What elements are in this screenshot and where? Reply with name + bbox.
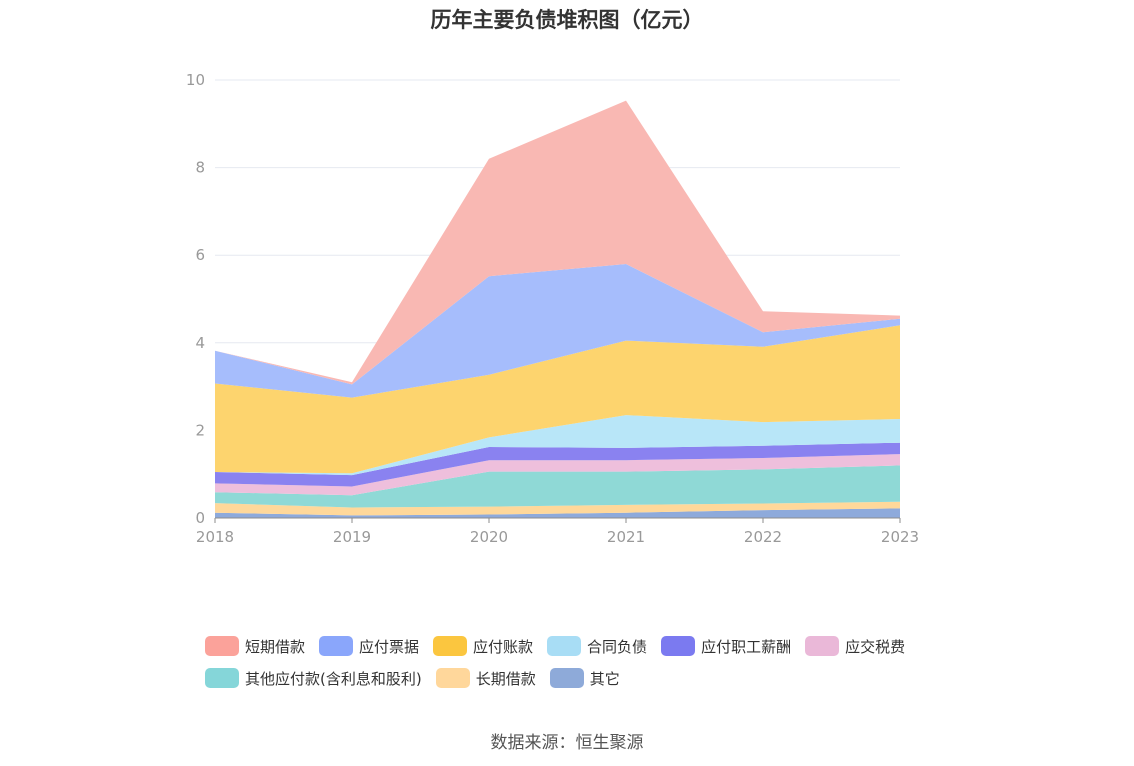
legend-item[interactable]: 长期借款 [435,662,536,694]
area-series-其他应付款(含利息和股利)[interactable] [215,465,900,508]
legend-item[interactable]: 合同负债 [547,630,647,662]
legend-label: 应付职工薪酬 [701,637,792,656]
x-tick-label: 2020 [470,528,508,546]
legend-item[interactable]: 短期借款 [205,630,305,662]
legend-label: 其他应付款(含利息和股利) [245,669,422,688]
area-series-应付账款[interactable] [215,325,900,474]
legend-swatch [433,636,468,656]
legend-item[interactable]: 其他应付款(含利息和股利) [205,662,422,694]
legend-swatch [205,668,239,688]
area-series-长期借款[interactable] [215,501,900,516]
area-series-应付票据[interactable] [215,264,900,398]
area-series-应交税费[interactable] [215,454,900,496]
source-note: 数据来源：恒生聚源 [490,733,644,753]
y-tick-label: 0 [195,509,205,527]
legend-item[interactable]: 其它 [549,662,620,694]
legend-swatch [549,668,584,688]
legend-item[interactable]: 应交税费 [805,630,905,662]
legend-row: 短期借款 应付票据 应付账款 合同负债 应付职工薪酬 应交税费 [205,630,965,662]
legend-swatch [547,636,582,656]
legend-label: 短期借款 [245,637,306,656]
legend-item[interactable]: 应付职工薪酬 [661,630,791,662]
area-series-短期借款[interactable] [215,100,900,385]
x-tick-label: 2023 [881,528,919,546]
x-tick-label: 2018 [196,528,234,546]
legend-item[interactable]: 应付账款 [433,630,533,662]
legend-label: 应付票据 [359,637,420,656]
legend-swatch [435,668,470,688]
legend-label: 应交税费 [845,637,906,656]
legend-item[interactable]: 应付票据 [319,630,419,662]
legend-swatch [205,636,239,656]
legend-label: 合同负债 [587,637,648,656]
y-tick-label: 8 [195,159,205,177]
y-tick-label: 10 [186,71,205,89]
axes: 0 2 4 6 8 10 2018 2019 2020 2021 2022 2023 [186,71,919,546]
legend-label: 长期借款 [475,669,536,688]
chart-title: 历年主要负债堆积图（亿元） [430,8,704,32]
legend-row: 其他应付款(含利息和股利) 长期借款 其它 [205,662,965,694]
legend-label: 其它 [589,669,620,688]
legend-swatch [805,636,840,656]
area-series-group [215,100,900,518]
area-series-其它[interactable] [215,508,900,518]
y-tick-label: 6 [195,246,205,264]
y-tick-label: 2 [195,421,205,439]
x-tick-label: 2019 [333,528,371,546]
legend: 短期借款 应付票据 应付账款 合同负债 应付职工薪酬 应交税费其他应付款(含利息和股利) 长… [205,630,965,694]
legend-swatch [661,636,696,656]
y-tick-label: 4 [195,334,205,352]
area-series-合同负债[interactable] [215,415,900,476]
stacked-area-chart: 0 2 4 6 8 10 2018 2019 2020 2021 2022 2023 [186,71,919,546]
x-tick-label: 2021 [607,528,645,546]
legend-swatch [319,636,354,656]
legend-label: 应付账款 [473,637,534,656]
area-series-应付职工薪酬[interactable] [215,442,900,487]
x-tick-label: 2022 [744,528,782,546]
